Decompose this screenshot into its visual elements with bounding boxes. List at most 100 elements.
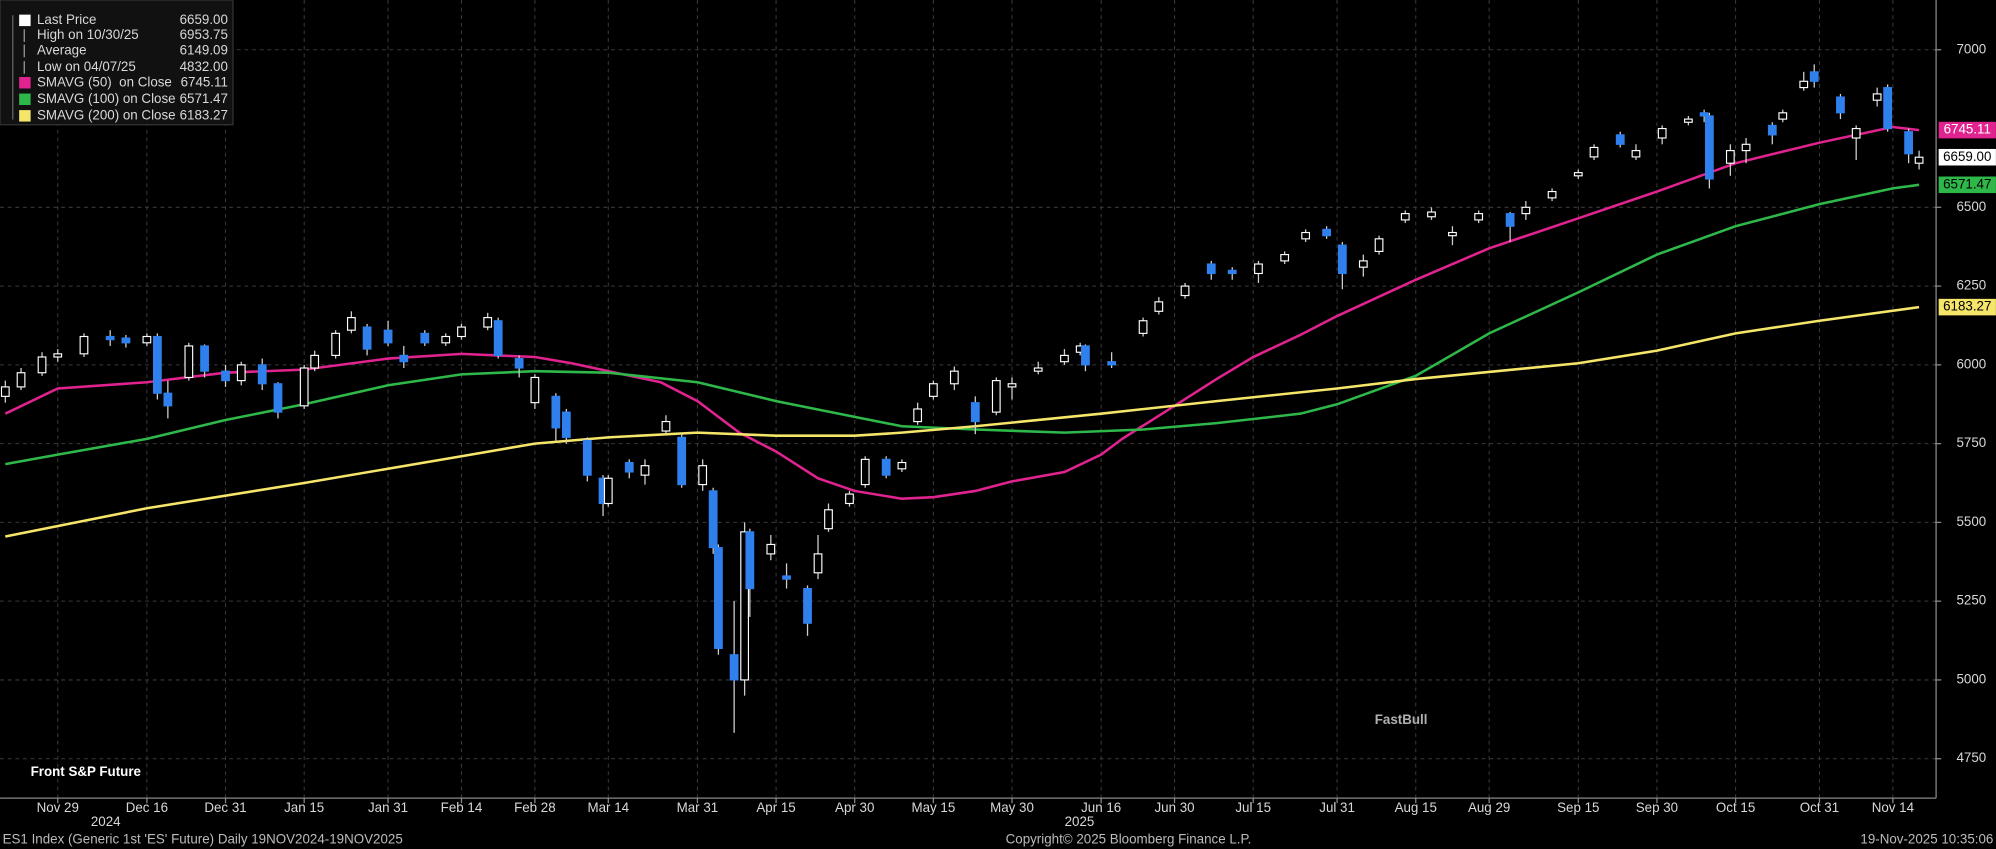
x-tick-label: Aug 15 xyxy=(1395,800,1437,815)
candle-body xyxy=(813,553,823,574)
candle-body xyxy=(1358,260,1368,268)
candle-body xyxy=(1809,71,1819,82)
x-tick-label: Sep 15 xyxy=(1557,800,1599,815)
y-tick-label: 5250 xyxy=(1956,593,1986,608)
footer-right: 19-Nov-2025 10:35:06 xyxy=(1860,832,1993,847)
legend-label: SMAVG (200) on Close xyxy=(37,107,176,122)
x-tick-label: Mar 31 xyxy=(677,800,719,815)
legend-value: 6953.75 xyxy=(180,27,228,42)
candle-body xyxy=(105,335,115,341)
candle-body xyxy=(824,509,833,530)
watermark: FastBull xyxy=(1375,712,1428,727)
candle-body xyxy=(1904,131,1914,155)
candle-body xyxy=(79,335,89,355)
y-tick-label: 7000 xyxy=(1956,41,1986,56)
x-tick-label: Nov 29 xyxy=(37,800,79,815)
candle-body xyxy=(1615,134,1625,145)
candle-body xyxy=(1107,361,1117,366)
candle-body xyxy=(163,392,173,407)
candle-body xyxy=(1684,118,1693,123)
candle-body xyxy=(1699,112,1709,117)
candle-body xyxy=(37,356,47,374)
legend-label: High on 10/30/25 xyxy=(37,27,139,42)
value-tag-label: 6183.27 xyxy=(1943,299,1991,314)
candle-body xyxy=(1301,231,1311,240)
value-tag xyxy=(1938,298,1996,316)
legend-value: 4832.00 xyxy=(180,59,228,74)
candle-body xyxy=(273,383,283,413)
candle-body xyxy=(383,329,393,344)
x-tick-label: Apr 30 xyxy=(835,800,874,815)
candle-body xyxy=(1374,238,1384,253)
candle-body xyxy=(766,543,776,555)
candle-body xyxy=(1138,320,1148,334)
candle-body xyxy=(236,364,246,382)
candle-body xyxy=(845,493,854,505)
candle-body xyxy=(1914,156,1924,164)
candle-body xyxy=(991,380,1001,413)
x-tick-label: Jun 16 xyxy=(1081,800,1121,815)
candle-body xyxy=(1505,213,1515,227)
value-tag-label: 6571.47 xyxy=(1943,176,1991,191)
candle-body xyxy=(1154,301,1164,312)
x-tick-label: Nov 14 xyxy=(1872,800,1915,815)
candle-body xyxy=(299,367,309,407)
candle-body xyxy=(561,411,571,438)
candle-body xyxy=(803,587,812,624)
candle-body xyxy=(514,357,524,369)
legend-value: 6183.27 xyxy=(180,107,228,122)
y-tick-label: 5000 xyxy=(1956,671,1986,686)
candle-body xyxy=(1180,285,1190,297)
candle-body xyxy=(745,531,755,590)
x-tick-label: Oct 15 xyxy=(1716,800,1755,815)
y-tick-label: 6500 xyxy=(1956,199,1986,214)
x-tick-label: Apr 15 xyxy=(756,800,795,815)
candle-body xyxy=(708,490,718,549)
chart-title: Front S&P Future xyxy=(31,764,141,779)
candle-body xyxy=(483,317,493,328)
candle-body xyxy=(53,353,63,358)
candle-body xyxy=(184,345,194,379)
candle-body xyxy=(152,335,162,394)
candle-body xyxy=(142,335,152,344)
candle-body xyxy=(1427,211,1436,218)
legend-swatch xyxy=(19,77,31,89)
value-tag-label: 6659.00 xyxy=(1943,149,1991,164)
candle-body xyxy=(1872,93,1882,101)
candle-body xyxy=(1254,263,1263,275)
x-tick-label: Sep 30 xyxy=(1636,800,1678,815)
legend-value: 6149.09 xyxy=(180,42,228,57)
candle-body xyxy=(1767,124,1777,136)
candle-body xyxy=(1657,127,1667,139)
candle-body xyxy=(1631,150,1641,158)
year-label: 2024 xyxy=(91,814,121,829)
value-tag-label: 6745.11 xyxy=(1944,122,1991,137)
candle-body xyxy=(399,354,409,363)
candle-body xyxy=(1474,213,1484,221)
x-tick-label: Jun 30 xyxy=(1154,800,1194,815)
y-tick-label: 6000 xyxy=(1956,356,1986,371)
candle-body xyxy=(698,465,708,486)
candle-body xyxy=(121,337,131,344)
candle-body xyxy=(1081,345,1090,366)
candle-body xyxy=(16,372,26,388)
candle-body xyxy=(0,386,10,397)
candle-body xyxy=(493,320,503,356)
candle-body xyxy=(1448,231,1457,237)
y-tick-label: 6250 xyxy=(1956,278,1986,293)
candle-body xyxy=(714,547,723,649)
legend-value: 6745.11 xyxy=(181,74,228,89)
value-tag xyxy=(1938,176,1996,194)
candle-body xyxy=(949,370,959,385)
x-tick-label: Mar 14 xyxy=(587,800,629,815)
legend-value: 6571.47 xyxy=(180,91,228,106)
candle-body xyxy=(1741,143,1751,152)
plot xyxy=(0,64,1924,733)
candle-body xyxy=(1400,213,1410,221)
sma-line xyxy=(5,305,1920,538)
candle-body xyxy=(1704,115,1714,180)
candle-body xyxy=(441,335,451,344)
candle-body xyxy=(200,345,209,372)
candle-body xyxy=(1007,383,1017,388)
x-tick-label: Feb 14 xyxy=(441,800,483,815)
